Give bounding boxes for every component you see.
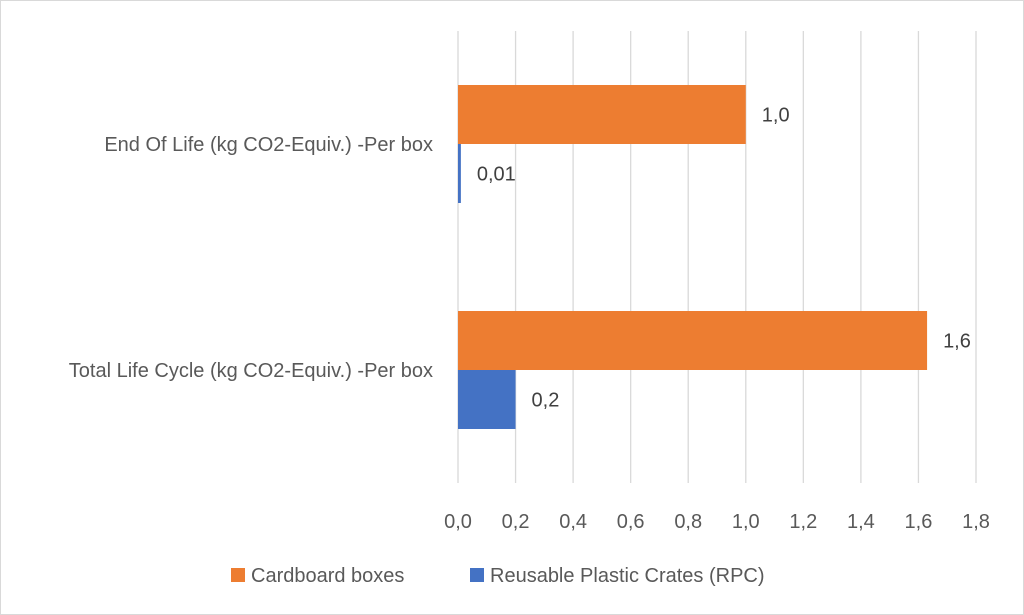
x-tick-label: 0,0 <box>444 511 472 533</box>
data-label: 1,0 <box>762 105 790 127</box>
bar <box>458 144 461 203</box>
data-label: 0,2 <box>532 390 560 412</box>
category-label: Total Life Cycle (kg CO2-Equiv.) -Per bo… <box>69 360 433 382</box>
category-label: End Of Life (kg CO2-Equiv.) -Per box <box>104 134 433 156</box>
data-label: 1,6 <box>943 331 971 353</box>
legend-label: Cardboard boxes <box>251 565 404 587</box>
x-tick-label: 0,4 <box>559 511 587 533</box>
bar <box>458 370 516 429</box>
x-tick-label: 0,2 <box>502 511 530 533</box>
x-tick-label: 1,8 <box>962 511 990 533</box>
x-tick-label: 1,0 <box>732 511 760 533</box>
bar <box>458 85 746 144</box>
x-tick-label: 1,4 <box>847 511 875 533</box>
x-tick-label: 1,2 <box>789 511 817 533</box>
x-tick-label: 0,8 <box>674 511 702 533</box>
legend-label: Reusable Plastic Crates (RPC) <box>490 565 765 587</box>
legend-swatch <box>470 568 484 582</box>
legend-swatch <box>231 568 245 582</box>
x-tick-label: 1,6 <box>905 511 933 533</box>
x-tick-label: 0,6 <box>617 511 645 533</box>
data-label: 0,01 <box>477 164 516 186</box>
bar <box>458 311 928 370</box>
